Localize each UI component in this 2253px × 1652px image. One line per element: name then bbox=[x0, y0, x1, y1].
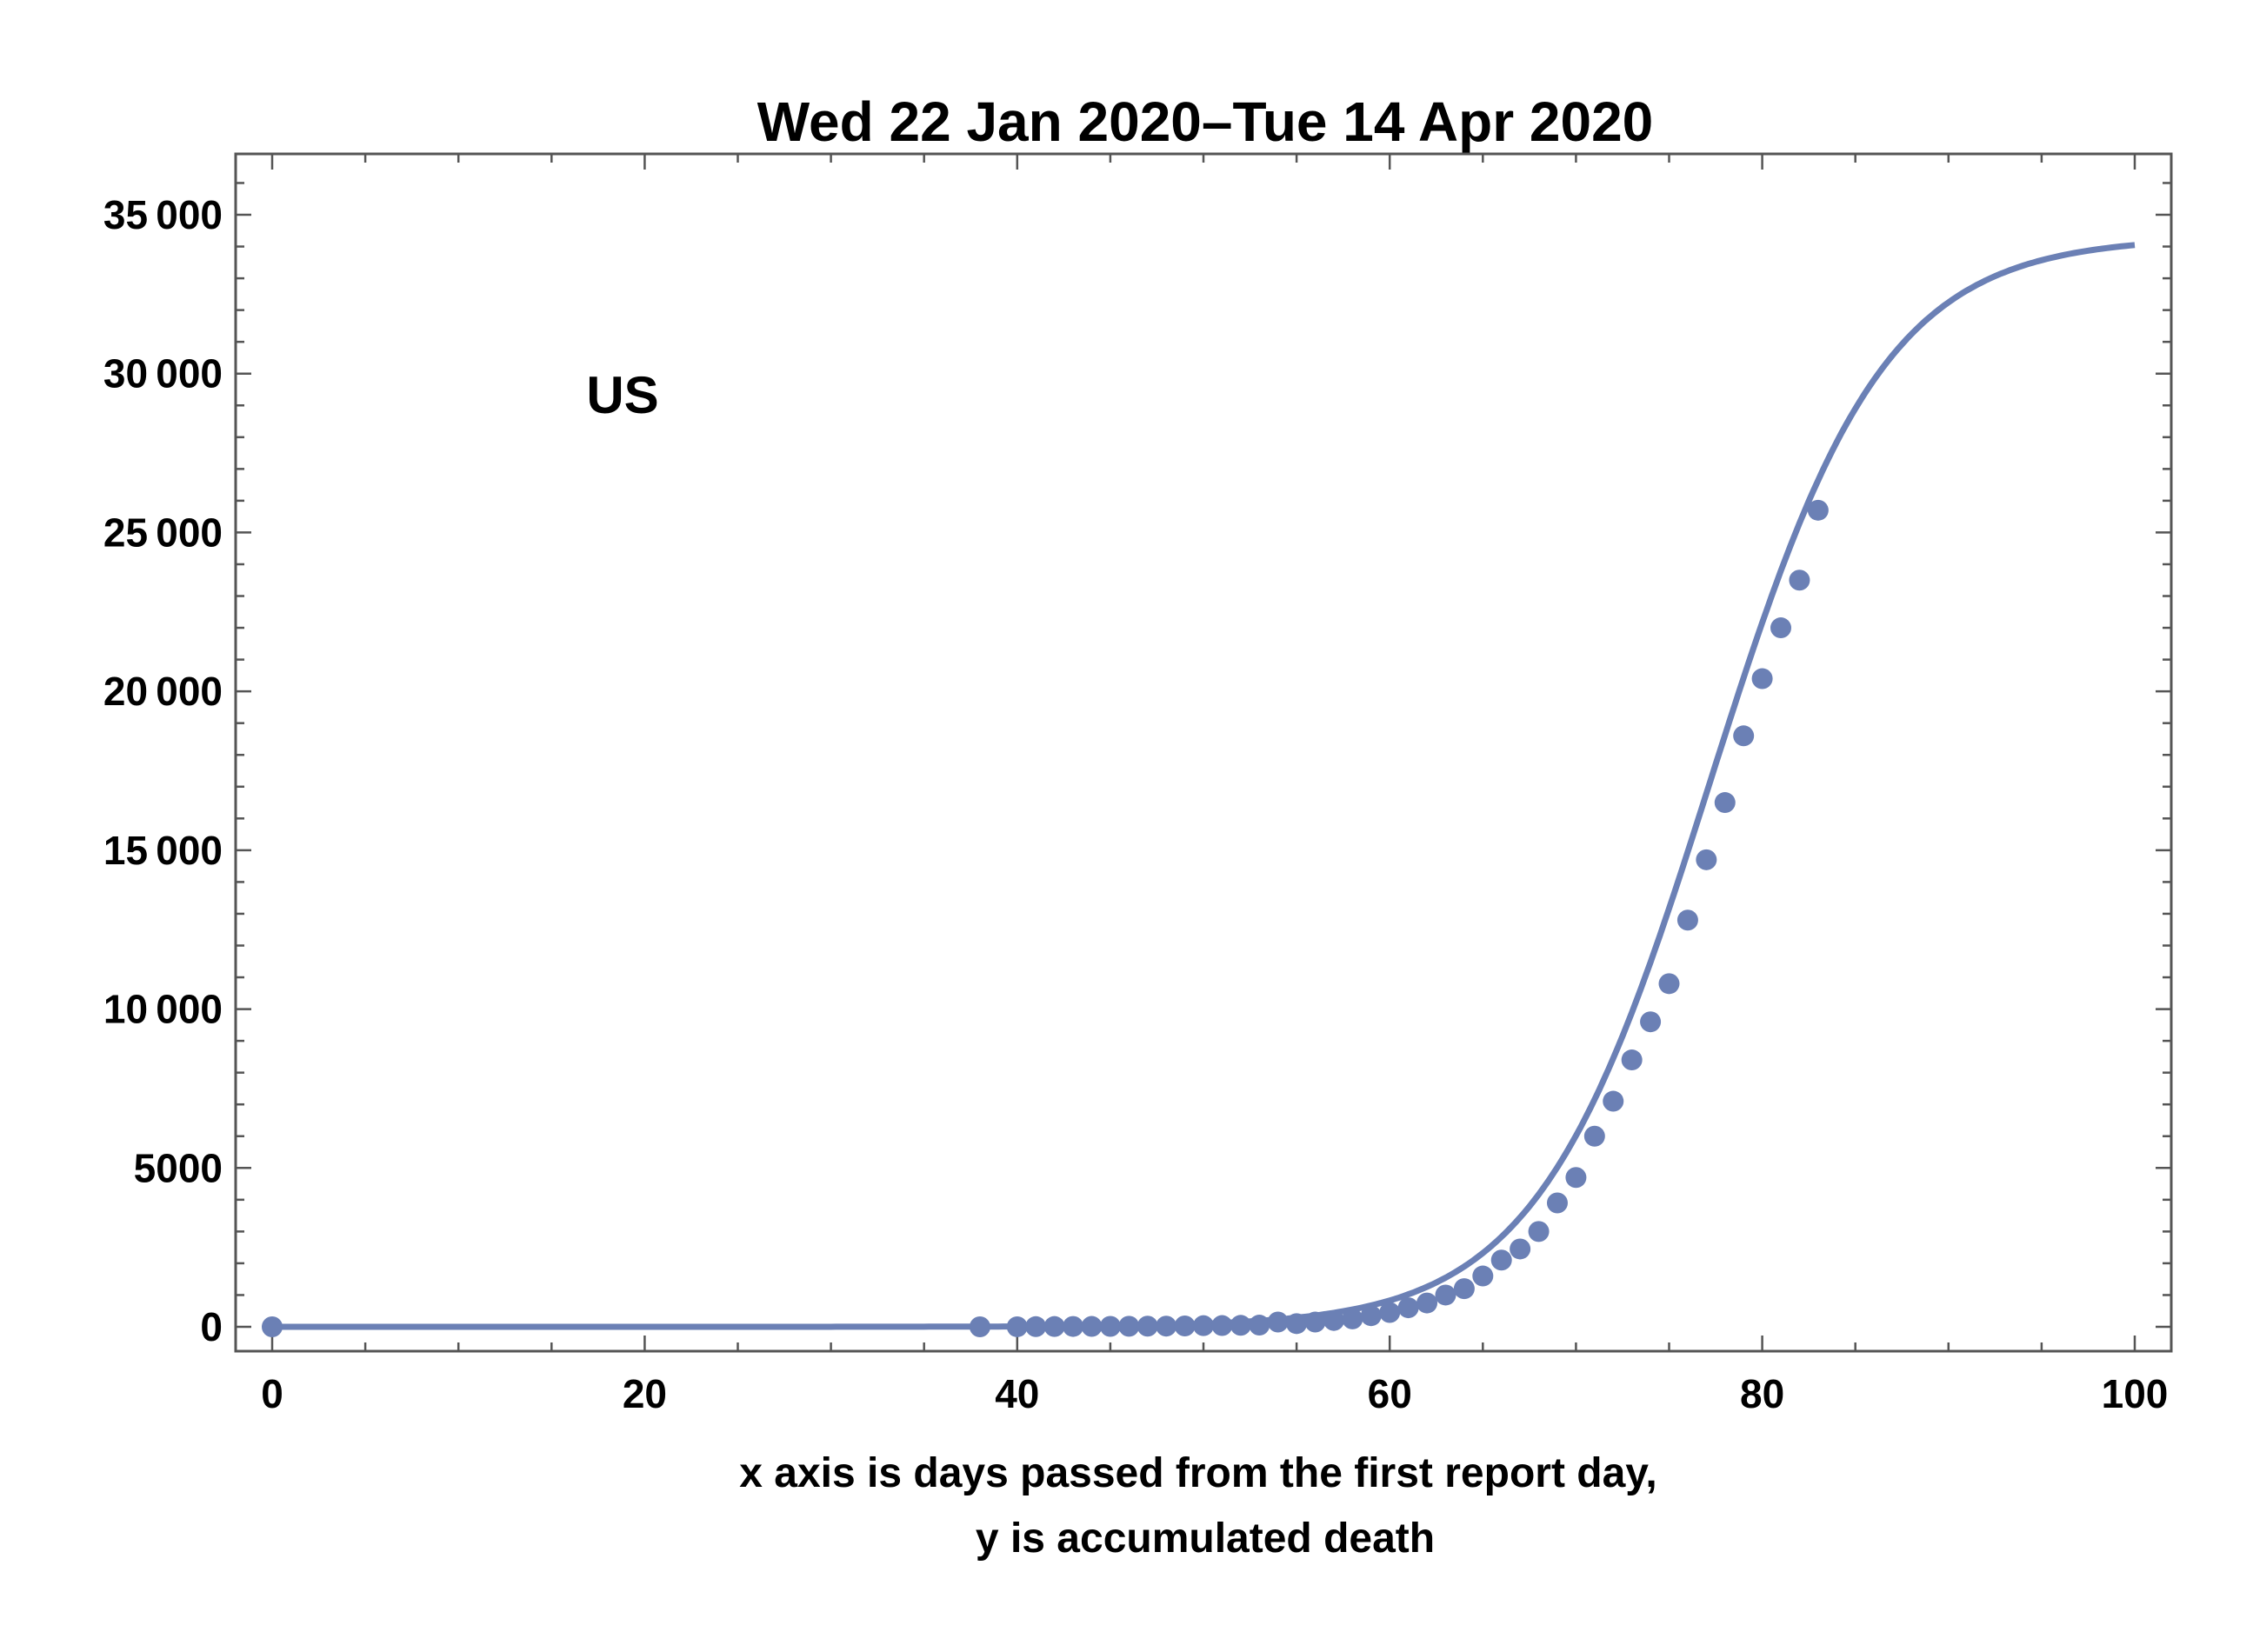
data-point bbox=[1379, 1302, 1401, 1323]
data-point bbox=[1323, 1309, 1344, 1331]
x-axis-caption-line-2: y is accumulated death bbox=[976, 1515, 1435, 1562]
data-point bbox=[1490, 1249, 1512, 1271]
y-tick-labels: 0 5000 10 000 15 000 20 000 25 000 30 000 35 00… bbox=[103, 192, 223, 1349]
data-point bbox=[1528, 1221, 1550, 1242]
data-point bbox=[1156, 1316, 1177, 1337]
data-point bbox=[1807, 499, 1829, 521]
data-point bbox=[1211, 1315, 1233, 1336]
data-point bbox=[1286, 1313, 1308, 1335]
data-point bbox=[1621, 1049, 1643, 1071]
chart-title: Wed 22 Jan 2020–Tue 14 Apr 2020 bbox=[757, 90, 1654, 153]
y-tick-label: 30 000 bbox=[103, 351, 223, 396]
data-point bbox=[1025, 1316, 1047, 1337]
data-point bbox=[1453, 1278, 1475, 1300]
fitted-curve bbox=[272, 242, 2136, 1330]
data-point bbox=[1696, 849, 1717, 870]
data-point bbox=[1658, 973, 1680, 995]
data-point bbox=[1640, 1011, 1662, 1033]
y-tick-label: 5000 bbox=[134, 1145, 223, 1190]
x-tick-label: 100 bbox=[2102, 1371, 2169, 1416]
data-point bbox=[1603, 1090, 1624, 1112]
y-tick-label: 25 000 bbox=[103, 510, 223, 555]
data-point bbox=[1565, 1167, 1587, 1189]
data-point bbox=[1751, 668, 1773, 689]
data-point bbox=[1193, 1315, 1214, 1336]
data-point bbox=[1510, 1238, 1531, 1260]
data-point bbox=[1006, 1316, 1028, 1337]
data-point bbox=[1546, 1192, 1568, 1214]
x-tick-labels: 0 20 40 60 80 100 bbox=[261, 1371, 2168, 1416]
data-point bbox=[1360, 1305, 1382, 1327]
y-tick-label: 10 000 bbox=[103, 987, 223, 1032]
data-point bbox=[1583, 1125, 1605, 1147]
country-annotation: US bbox=[586, 366, 658, 424]
data-point bbox=[1342, 1308, 1363, 1329]
plot-frame bbox=[234, 152, 2173, 1353]
data-point bbox=[1397, 1297, 1419, 1319]
data-point bbox=[262, 1316, 283, 1337]
data-point bbox=[1714, 792, 1736, 814]
data-point bbox=[1249, 1315, 1270, 1336]
data-point bbox=[1676, 909, 1698, 931]
data-point bbox=[1789, 570, 1810, 591]
data-point bbox=[1081, 1316, 1103, 1337]
data-point bbox=[1733, 725, 1755, 747]
data-point bbox=[1435, 1284, 1456, 1306]
x-tick-label: 0 bbox=[261, 1371, 283, 1416]
data-point bbox=[1416, 1292, 1438, 1314]
data-point bbox=[1063, 1316, 1084, 1337]
y-tick-label: 35 000 bbox=[103, 192, 223, 237]
x-axis-caption-line-1: x axis is days passed from the first rep… bbox=[739, 1450, 1657, 1496]
data-point bbox=[1043, 1316, 1065, 1337]
data-point bbox=[1770, 617, 1792, 639]
x-tick-label: 20 bbox=[623, 1371, 667, 1416]
data-point bbox=[1267, 1311, 1289, 1333]
axis-ticks bbox=[236, 154, 2171, 1351]
data-point bbox=[1174, 1315, 1196, 1336]
x-tick-label: 60 bbox=[1368, 1371, 1412, 1416]
y-tick-label: 15 000 bbox=[103, 828, 223, 873]
data-point bbox=[1136, 1316, 1158, 1337]
data-point bbox=[1304, 1311, 1326, 1333]
x-tick-label: 80 bbox=[1740, 1371, 1784, 1416]
data-point bbox=[1118, 1316, 1140, 1337]
x-tick-label: 40 bbox=[995, 1371, 1039, 1416]
y-tick-label: 0 bbox=[200, 1304, 223, 1349]
data-point bbox=[1099, 1316, 1121, 1337]
data-points bbox=[262, 499, 1829, 1337]
y-tick-label: 20 000 bbox=[103, 669, 223, 714]
data-point bbox=[969, 1316, 990, 1337]
data-point bbox=[1472, 1265, 1494, 1287]
data-point bbox=[1230, 1315, 1251, 1336]
